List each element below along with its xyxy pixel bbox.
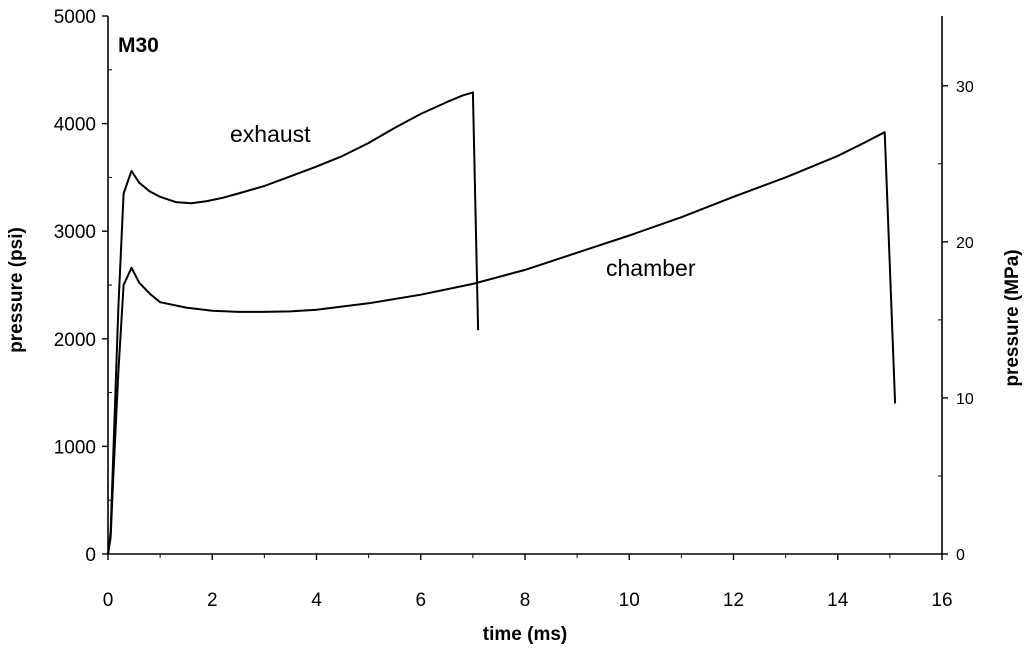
- series-line-chamber: [107, 131, 897, 555]
- y2-tick-label: 30: [956, 79, 974, 96]
- series-label-exhaust: exhaust: [230, 121, 311, 147]
- x-tick-label: 10: [619, 590, 640, 611]
- x-axis-title: time (ms): [483, 624, 567, 645]
- x-tick-label: 14: [827, 590, 849, 611]
- y2-axis-title: pressure (MPa): [1002, 249, 1023, 386]
- y2-tick-label: 20: [956, 235, 974, 252]
- x-tick-label: 8: [520, 590, 531, 611]
- y-tick-label: 1000: [54, 437, 96, 458]
- x-tick-label: 6: [415, 590, 426, 611]
- y-tick-label: 3000: [54, 222, 96, 243]
- x-tick-label: 4: [311, 590, 322, 611]
- x-tick-label: 2: [207, 590, 218, 611]
- y2-tick-label: 0: [956, 547, 965, 564]
- ticks: 0 2 4 6 8 10 12 14 16 0 1000 2000 3000 4000 5000 0 10 20 3…: [54, 7, 974, 611]
- y-tick-label: 5000: [54, 7, 96, 28]
- x-tick-label: 16: [931, 590, 952, 611]
- y-tick-label: 2000: [54, 330, 96, 351]
- axes: [107, 16, 943, 555]
- y-axis-title: pressure (psi): [6, 227, 27, 353]
- series-group: [107, 91, 897, 555]
- x-tick-label: 12: [723, 590, 744, 611]
- x-tick-label: 0: [103, 590, 114, 611]
- y-tick-label: 0: [85, 545, 96, 566]
- y-tick-label: 4000: [54, 115, 96, 136]
- y2-tick-label: 10: [956, 391, 974, 408]
- chart-title: M30: [118, 34, 159, 57]
- series-line-exhaust: [107, 91, 480, 555]
- series-label-chamber: chamber: [606, 255, 696, 281]
